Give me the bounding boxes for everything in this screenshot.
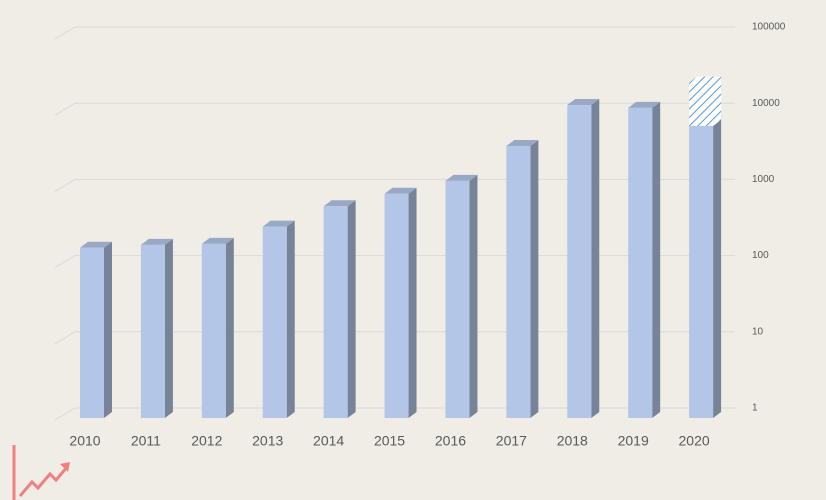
bar-side xyxy=(591,98,600,419)
x-tick-label: 2013 xyxy=(252,433,283,449)
grid-line-side xyxy=(54,255,76,269)
x-tick-label: 2016 xyxy=(435,433,466,449)
bar xyxy=(567,104,592,419)
bar xyxy=(689,119,714,419)
bar xyxy=(201,243,226,418)
grid-line-side xyxy=(54,407,76,421)
bar-side xyxy=(713,113,722,419)
bar-top xyxy=(262,220,295,227)
bar xyxy=(506,145,531,418)
y-tick-label: 1 xyxy=(752,403,758,414)
bar-top xyxy=(689,76,722,83)
y-tick-label: 1000 xyxy=(752,174,775,185)
bar-top xyxy=(384,187,417,194)
bar-top xyxy=(201,237,234,244)
bar-side xyxy=(408,187,417,418)
bar-side xyxy=(164,238,173,418)
y-tick-label: 10 xyxy=(752,326,764,337)
bar-side xyxy=(530,139,539,418)
x-tick-label: 2012 xyxy=(191,433,222,449)
x-tick-label: 2014 xyxy=(313,433,344,449)
bar-side xyxy=(469,174,478,418)
x-tick-label: 2015 xyxy=(374,433,405,449)
grid-line-side xyxy=(54,102,76,116)
bar-top xyxy=(140,238,173,245)
bar xyxy=(384,193,409,418)
bar-top xyxy=(628,101,661,108)
y-tick-label: 10000 xyxy=(752,98,780,109)
y-tick-label: 100 xyxy=(752,250,769,261)
y-tick-label: 100000 xyxy=(752,22,786,33)
bar-top xyxy=(506,139,539,146)
bar-side xyxy=(286,220,295,418)
bar-side xyxy=(347,200,356,418)
x-tick-label: 2019 xyxy=(618,433,649,449)
bar-top xyxy=(323,200,356,207)
bar xyxy=(80,247,104,418)
bar-top xyxy=(567,98,600,105)
x-tick-label: 2010 xyxy=(69,433,100,449)
x-tick-label: 2011 xyxy=(131,433,161,449)
bar-top xyxy=(445,174,478,181)
grid-line-side xyxy=(54,331,76,345)
grid-line-side xyxy=(54,26,76,40)
bar-top xyxy=(80,241,112,248)
bar xyxy=(262,226,287,418)
bar xyxy=(323,206,348,418)
logo xyxy=(12,445,70,500)
x-tick-label: 2020 xyxy=(679,433,710,449)
bar xyxy=(628,107,653,418)
bar-side xyxy=(713,76,722,126)
x-tick-label: 2018 xyxy=(557,433,588,449)
bar-side xyxy=(104,241,112,418)
bar-side xyxy=(225,237,234,418)
bar xyxy=(689,82,714,126)
bar xyxy=(445,180,470,418)
bar xyxy=(140,244,165,418)
x-tick-label: 2017 xyxy=(496,433,527,449)
grid-line-side xyxy=(54,178,76,192)
bar-side xyxy=(652,101,661,418)
